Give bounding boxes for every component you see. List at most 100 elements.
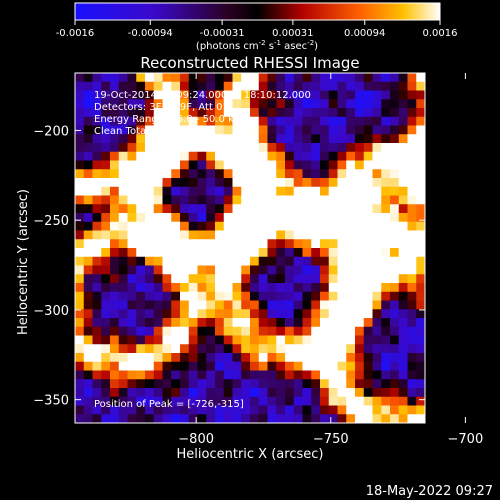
heatmap-cell	[381, 326, 391, 336]
heatmap-cell	[258, 213, 268, 223]
heatmap-cell	[337, 178, 347, 188]
heatmap-cell	[372, 169, 382, 179]
heatmap-cell	[311, 414, 321, 423]
heatmap-cell	[206, 204, 216, 214]
heatmap-cell	[416, 134, 425, 144]
heatmap-cell	[258, 178, 268, 188]
heatmap-cell	[372, 143, 382, 153]
heatmap-cell	[320, 116, 330, 126]
heatmap-cell	[127, 326, 137, 336]
heatmap-cell	[206, 291, 216, 301]
heatmap-cell	[267, 256, 277, 266]
heatmap-cell	[381, 335, 391, 345]
heatmap-cell	[390, 361, 400, 371]
heatmap-cell	[302, 274, 312, 284]
heatmap-cell	[346, 195, 356, 205]
heatmap-cell	[241, 291, 251, 301]
heatmap-cell	[223, 169, 233, 179]
heatmap-cell	[267, 90, 277, 100]
heatmap-cell	[136, 309, 146, 319]
heatmap-cell	[293, 248, 303, 258]
heatmap-cell	[363, 353, 373, 363]
heatmap-cell	[162, 195, 172, 205]
heatmap-cell	[206, 370, 216, 380]
heatmap-cell	[92, 291, 102, 301]
heatmap-cell	[258, 143, 268, 153]
heatmap-cell	[118, 379, 128, 389]
heatmap-cell	[390, 204, 400, 214]
heatmap-cell	[258, 204, 268, 214]
heatmap-cell	[363, 99, 373, 109]
heatmap-cell	[83, 125, 93, 135]
heatmap-cell	[180, 143, 190, 153]
heatmap-cell	[206, 125, 216, 135]
heatmap-cell	[302, 213, 312, 223]
heatmap-cell	[250, 283, 260, 293]
heatmap-cell	[285, 99, 295, 109]
heatmap-cell	[355, 283, 365, 293]
heatmap-cell	[337, 160, 347, 170]
heatmap-cell	[197, 160, 207, 170]
heatmap-cell	[276, 335, 286, 345]
heatmap-cell	[83, 344, 93, 354]
heatmap-cell	[162, 405, 172, 415]
heatmap-cell	[110, 283, 120, 293]
heatmap-cell	[206, 221, 216, 231]
heatmap-cell	[197, 116, 207, 126]
heatmap-cell	[328, 326, 338, 336]
heatmap-cell	[145, 370, 155, 380]
heatmap-cell	[223, 186, 233, 196]
heatmap-cell	[92, 239, 102, 249]
heatmap-cell	[293, 318, 303, 328]
heatmap-cell	[355, 370, 365, 380]
heatmap-cell	[145, 186, 155, 196]
heatmap-cell	[407, 248, 417, 258]
heatmap-cell	[320, 379, 330, 389]
heatmap-cell	[83, 169, 93, 179]
heatmap-cell	[363, 186, 373, 196]
heatmap-cell	[311, 309, 321, 319]
heatmap-cell	[232, 248, 242, 258]
heatmap-cell	[372, 388, 382, 398]
heatmap-cell	[337, 248, 347, 258]
heatmap-cell	[162, 265, 172, 275]
heatmap-cell	[372, 248, 382, 258]
heatmap-cell	[416, 73, 425, 83]
heatmap-cell	[390, 230, 400, 240]
colorbar-tick-label: 0.00031	[272, 28, 313, 39]
heatmap-cell	[92, 309, 102, 319]
heatmap-cell	[276, 291, 286, 301]
heatmap-cell	[398, 99, 408, 109]
heatmap-cell	[337, 379, 347, 389]
heatmap-cell	[328, 291, 338, 301]
heatmap-cell	[180, 326, 190, 336]
peak-position-label: Position of Peak = [-726,-315]	[94, 399, 244, 410]
heatmap-cell	[215, 239, 225, 249]
heatmap-cell	[92, 326, 102, 336]
heatmap-cell	[416, 239, 425, 249]
heatmap-cell	[285, 309, 295, 319]
heatmap-cell	[206, 160, 216, 170]
heatmap-cell	[267, 134, 277, 144]
heatmap-cell	[337, 300, 347, 310]
heatmap-cell	[110, 186, 120, 196]
heatmap-cell	[162, 396, 172, 406]
heatmap-cell	[145, 344, 155, 354]
heatmap-cell	[398, 195, 408, 205]
heatmap-cell	[302, 160, 312, 170]
heatmap-cell	[136, 125, 146, 135]
heatmap-cell	[145, 134, 155, 144]
heatmap-cell	[75, 169, 85, 179]
heatmap-cell	[101, 195, 111, 205]
heatmap-cell	[293, 169, 303, 179]
heatmap-cell	[145, 160, 155, 170]
heatmap-cell	[381, 239, 391, 249]
heatmap-cell	[276, 379, 286, 389]
heatmap-cell	[206, 81, 216, 91]
heatmap-cell	[337, 73, 347, 83]
heatmap-cell	[398, 396, 408, 406]
heatmap-cell	[381, 230, 391, 240]
heatmap-cell	[276, 160, 286, 170]
heatmap-cell	[346, 291, 356, 301]
colorbar-tick-label: 0.0016	[423, 28, 458, 39]
